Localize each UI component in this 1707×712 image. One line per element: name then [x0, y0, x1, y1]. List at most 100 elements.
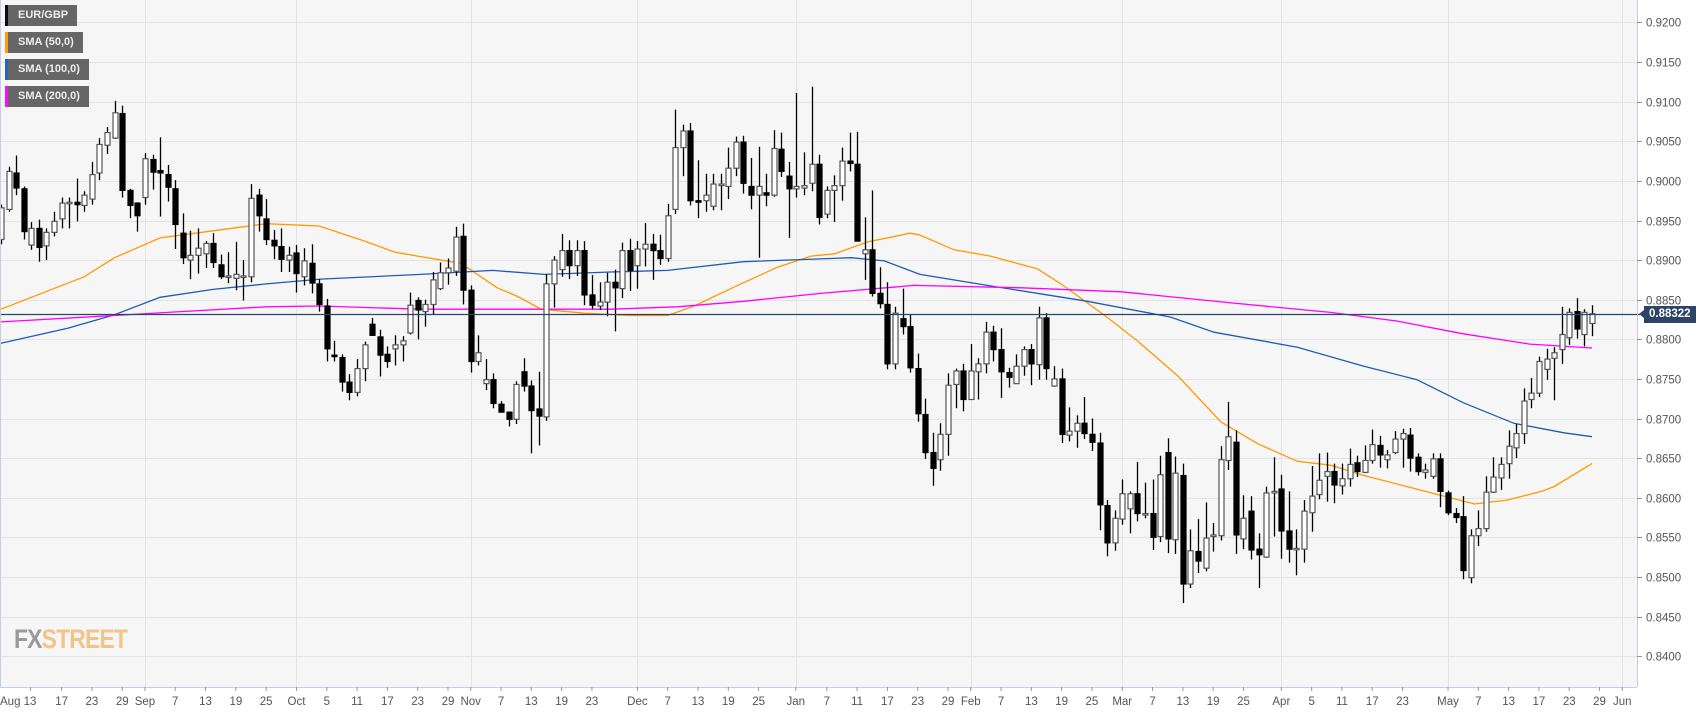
candle-body-up [953, 370, 960, 386]
candle-body-down [1028, 348, 1035, 365]
candle [1513, 424, 1520, 459]
candle [1150, 479, 1157, 550]
candle-body-up [665, 215, 672, 260]
candle [483, 359, 490, 390]
candle [1506, 430, 1513, 479]
candle-body-up [1536, 360, 1543, 394]
candle [13, 155, 20, 196]
candle [324, 298, 331, 362]
candle-body-up [559, 249, 566, 271]
candle [634, 241, 641, 289]
y-tick-label: 0.8850 [1646, 296, 1681, 308]
candle-body-up [1316, 479, 1323, 496]
candle-body-down [218, 264, 225, 278]
candle [604, 272, 611, 317]
candle-body-down [1059, 378, 1066, 435]
legend-item-sma50[interactable]: SMA (50,0) [5, 32, 83, 53]
candle [195, 228, 202, 274]
candle [1468, 529, 1475, 584]
candle [1172, 456, 1179, 554]
x-tick-label: 23 [1396, 696, 1409, 708]
candle [900, 288, 907, 335]
candle [278, 228, 285, 272]
legend-item-sma200[interactable]: SMA (200,0) [5, 86, 89, 107]
candle-body-up [1187, 550, 1194, 585]
candle [793, 92, 800, 198]
candle-body-down [854, 163, 861, 242]
candle [309, 244, 316, 294]
candle [28, 222, 35, 250]
candle-body-down [922, 413, 929, 454]
x-tick-label: 7 [998, 696, 1004, 708]
x-tick-label: 13 [525, 696, 538, 708]
candle [172, 180, 179, 250]
candle-body-up [475, 352, 482, 363]
candle [1112, 510, 1119, 551]
candle [453, 226, 460, 276]
candle [1157, 455, 1164, 543]
candle [1187, 529, 1194, 588]
x-tick-label: Aug 13 [0, 696, 36, 708]
candle-body-up [1551, 352, 1558, 359]
candle-body-up [975, 363, 982, 373]
candle [286, 246, 293, 272]
candle-body-up [430, 279, 437, 306]
candle-body-up [240, 275, 247, 279]
candle-body-up [1521, 400, 1528, 435]
candle [1559, 306, 1566, 364]
candle [536, 371, 543, 446]
candle-body-up [1384, 454, 1391, 461]
x-tick-label: 25 [1237, 696, 1250, 708]
candle-body-up [733, 141, 740, 169]
candle [293, 245, 300, 293]
candle-body-down [1043, 317, 1050, 370]
candle-body-down [384, 353, 391, 363]
candle-body-down [816, 163, 823, 218]
legend-item-sma100[interactable]: SMA (100,0) [5, 59, 89, 80]
candle [657, 234, 664, 265]
candle [551, 256, 558, 308]
x-tick-label: 19 [1207, 696, 1220, 708]
candle [157, 137, 164, 217]
candle [1256, 533, 1263, 588]
candle [816, 154, 823, 225]
x-tick-label: 23 [411, 696, 424, 708]
x-tick-label: Apr [1272, 696, 1290, 708]
x-tick-label: 29 [442, 696, 455, 708]
candle-body-up [604, 281, 611, 303]
candle-body-up [51, 220, 58, 233]
candle-body-up [195, 247, 202, 256]
candle-body-up [725, 167, 732, 188]
candle [1407, 428, 1414, 472]
candle-body-up [634, 248, 641, 267]
y-tick-label: 0.8500 [1646, 573, 1681, 585]
candle-body-down [324, 305, 331, 350]
candle [1301, 500, 1308, 563]
candle-body-down [1081, 422, 1088, 435]
candle-body-up [1513, 432, 1520, 449]
candle-body-up [771, 147, 778, 196]
x-tick-label: 23 [911, 696, 924, 708]
candle [1165, 438, 1172, 554]
candle [1013, 354, 1020, 385]
candle [1551, 347, 1558, 401]
candle-body-down [1445, 492, 1452, 514]
x-tick-label: 23 [86, 696, 99, 708]
candle [210, 233, 217, 269]
candle [1574, 298, 1581, 339]
logo-street: STREET [41, 624, 128, 654]
candle [922, 398, 929, 459]
legend-item-eurgbp[interactable]: EUR/GBP [5, 5, 78, 26]
candle [142, 153, 149, 205]
candle-body-down [263, 218, 270, 241]
candle-body-up [574, 249, 581, 267]
candle [89, 161, 96, 205]
candle [543, 274, 550, 421]
x-tick-label: 23 [586, 696, 599, 708]
candle-body-down [1460, 516, 1467, 572]
candle [445, 258, 452, 285]
candle-body-down [528, 385, 535, 412]
candle [695, 160, 702, 219]
candle [1430, 453, 1437, 479]
candle-body-up [112, 112, 119, 139]
